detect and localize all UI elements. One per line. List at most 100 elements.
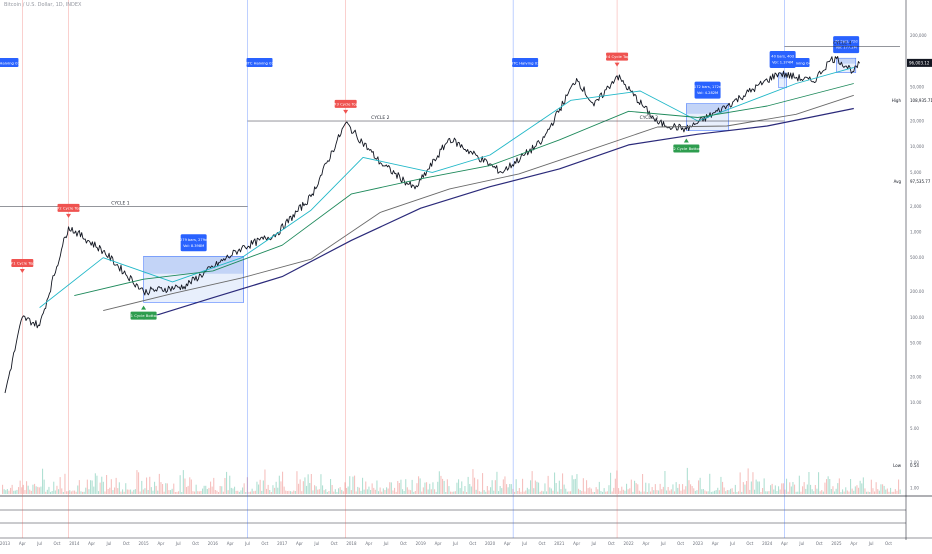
volume-bar — [64, 473, 66, 494]
volume-bar — [885, 489, 887, 494]
x-tick-label: Apr — [850, 541, 857, 546]
volume-bar — [395, 491, 397, 494]
volume-bar — [874, 491, 876, 494]
volume-bar — [368, 486, 370, 494]
volume-bar — [328, 491, 330, 494]
volume-bar — [574, 478, 576, 494]
volume-bar — [171, 488, 173, 494]
volume-bar — [613, 487, 615, 494]
volume-bar — [618, 488, 620, 494]
volume-bar — [122, 489, 124, 494]
volume-bar — [138, 472, 140, 494]
volume-bar — [654, 484, 656, 494]
volume-bar — [293, 490, 295, 494]
volume-bar — [403, 491, 405, 494]
volume-bar — [685, 486, 687, 494]
volume-bar — [576, 474, 578, 494]
volume-bar — [306, 485, 308, 494]
volume-bar — [624, 490, 626, 494]
volume-bar — [458, 479, 460, 494]
volume-bar — [334, 489, 336, 494]
cycle-bottom-label: #2 Cycle Bottom — [670, 146, 703, 151]
volume-bar — [126, 489, 128, 494]
volume-bar — [507, 487, 509, 494]
volume-bar — [318, 489, 320, 494]
volume-bar — [230, 487, 232, 494]
volume-bar — [835, 488, 837, 494]
volume-bar — [770, 485, 772, 494]
volume-bar — [373, 487, 375, 494]
volume-bar — [821, 490, 823, 494]
halving-label: BTC Halving 04 — [782, 61, 812, 66]
volume-bar — [277, 487, 279, 494]
volume-bar — [560, 489, 562, 494]
volume-bar — [856, 485, 858, 494]
volume-bar — [301, 491, 303, 494]
cycle-top-label-box — [606, 52, 629, 61]
volume-bar — [387, 488, 389, 494]
volume-bar — [5, 490, 7, 494]
volume-bar — [184, 478, 186, 494]
volume-bar — [802, 486, 804, 494]
volume-bar — [605, 491, 607, 494]
volume-bar — [858, 487, 860, 494]
volume-bar — [61, 488, 63, 494]
volume-bar — [477, 479, 479, 494]
cycle-top-label: #1 Cycle Top — [10, 260, 35, 265]
volume-bar — [784, 489, 786, 494]
range-box-upper — [836, 58, 856, 64]
volume-bar — [131, 491, 133, 494]
volume-bar — [158, 473, 160, 494]
volume-bar — [845, 487, 847, 494]
volume-bar — [226, 471, 228, 494]
volume-bar — [13, 490, 15, 494]
volume-bar — [765, 491, 767, 494]
volume-bar — [608, 485, 610, 494]
volume-bar — [115, 477, 117, 494]
volume-bar — [830, 489, 832, 494]
volume-bar — [762, 488, 764, 494]
volume-bar — [816, 488, 818, 494]
volume-bar — [371, 483, 373, 494]
volume-bar — [88, 489, 90, 494]
cycle-top-label: #2 Cycle Top — [56, 205, 81, 210]
volume-bar — [650, 491, 652, 494]
volume-bar — [810, 484, 812, 494]
volume-bar — [528, 489, 530, 494]
volume-bar — [435, 491, 437, 494]
volume-bar — [323, 490, 325, 494]
volume-bar — [187, 485, 189, 494]
volume-bar — [82, 491, 84, 494]
range-box — [143, 256, 244, 303]
volume-bar — [565, 488, 567, 494]
volume-bar — [352, 476, 354, 494]
volume-bar — [653, 490, 655, 494]
y-tick-label: 1,000 — [910, 230, 922, 235]
volume-bar — [11, 484, 13, 494]
x-tick-label: Apr — [504, 541, 511, 546]
volume-bar — [877, 489, 879, 494]
volume-bar — [147, 490, 149, 494]
volume-bar — [283, 486, 285, 494]
volume-bar — [302, 481, 304, 494]
x-tick-label: 2013 — [0, 541, 11, 546]
x-tick-label: Jul — [521, 541, 527, 546]
volume-bar — [238, 491, 240, 494]
volume-bar — [315, 486, 317, 494]
volume-bar — [86, 479, 88, 494]
volume-bar — [819, 491, 821, 494]
ma-gray-line — [103, 94, 854, 312]
x-tick-label: 2017 — [277, 541, 288, 546]
volume-bar — [672, 484, 674, 494]
volume-bar — [448, 486, 450, 494]
volume-bar — [165, 483, 167, 494]
volume-bar — [442, 478, 444, 494]
x-tick-label: Apr — [781, 541, 788, 546]
volume-bar — [14, 490, 16, 494]
volume-bar — [774, 485, 776, 494]
volume-bar — [664, 471, 666, 494]
volume-bar — [411, 479, 413, 494]
volume-bar — [720, 476, 722, 494]
volume-bar — [272, 485, 274, 494]
